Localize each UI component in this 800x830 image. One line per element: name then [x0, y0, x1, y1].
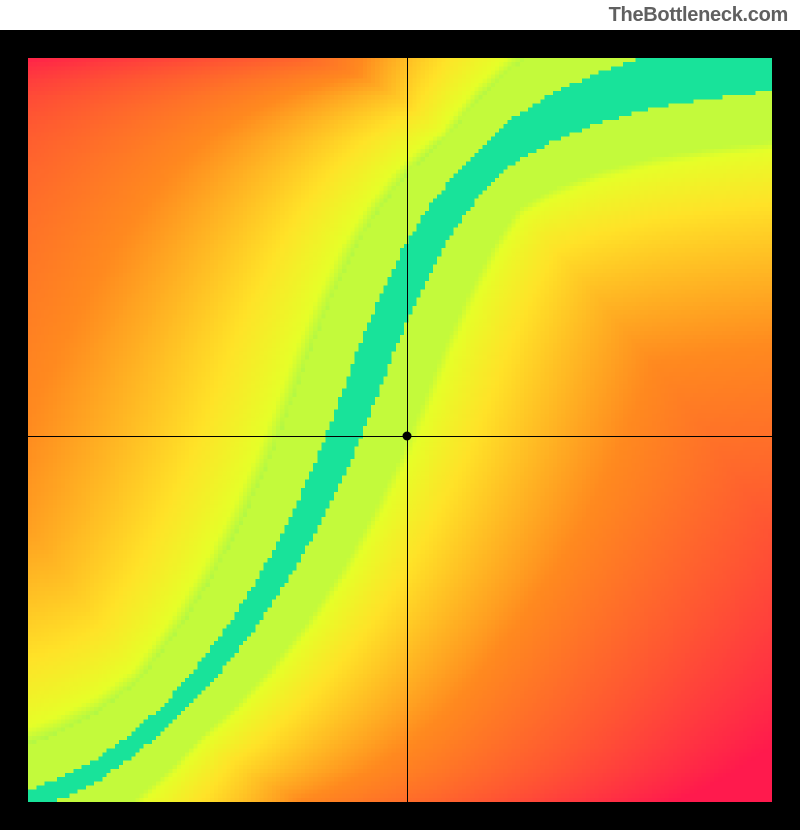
crosshair-horizontal: [28, 436, 772, 437]
crosshair-dot: [403, 431, 412, 440]
plot-frame: [0, 30, 800, 830]
bottleneck-heatmap: [28, 58, 772, 802]
watermark-text: TheBottleneck.com: [609, 4, 788, 27]
crosshair-vertical: [407, 58, 408, 802]
